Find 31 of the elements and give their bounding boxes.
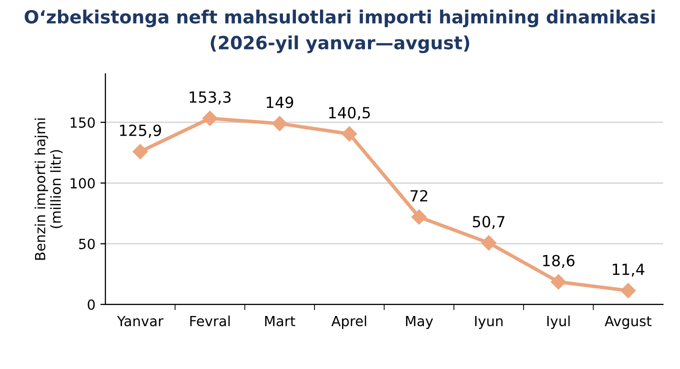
x-tick-label: Fevral [190, 316, 230, 326]
text: 11,4 [612, 264, 644, 277]
point [481, 235, 496, 250]
x-tick-label: Aprel [331, 316, 366, 329]
text: 149 [266, 96, 294, 108]
text: 72 [410, 190, 428, 202]
y-tick-label: 100 [70, 178, 95, 189]
point [202, 110, 218, 126]
point [342, 126, 357, 142]
chart-title: O‘zbekistonga neft mahsulotlari importi hajmining dinamikasi [24, 10, 655, 28]
point [620, 283, 636, 298]
text: 50,7 [472, 216, 504, 229]
text: 140,5 [329, 106, 370, 120]
x-tick-label: Avgust [604, 316, 652, 329]
point [550, 274, 566, 290]
x-tick-label: Iyul [547, 316, 570, 329]
text: 125,9 [120, 124, 162, 138]
x-tick-label: May [406, 316, 433, 329]
chart-subtitle: (2026-yil yanvar—avgust) [210, 35, 470, 54]
y-axis-title: Benzin importi hajmi (million litr) [34, 118, 63, 260]
x-tick-label: Yanvar [117, 316, 164, 326]
text: 18,6 [543, 254, 574, 268]
x-tick-label: Mart [265, 316, 296, 326]
text: 153,3 [190, 91, 231, 104]
y-tick-label: 0 [88, 299, 95, 310]
point [132, 144, 148, 160]
point [272, 116, 288, 132]
y-tick-label: 50 [79, 238, 95, 250]
y-tick-label: 150 [70, 117, 95, 128]
point [411, 209, 427, 225]
x-tick-label: Iyun [475, 316, 503, 329]
